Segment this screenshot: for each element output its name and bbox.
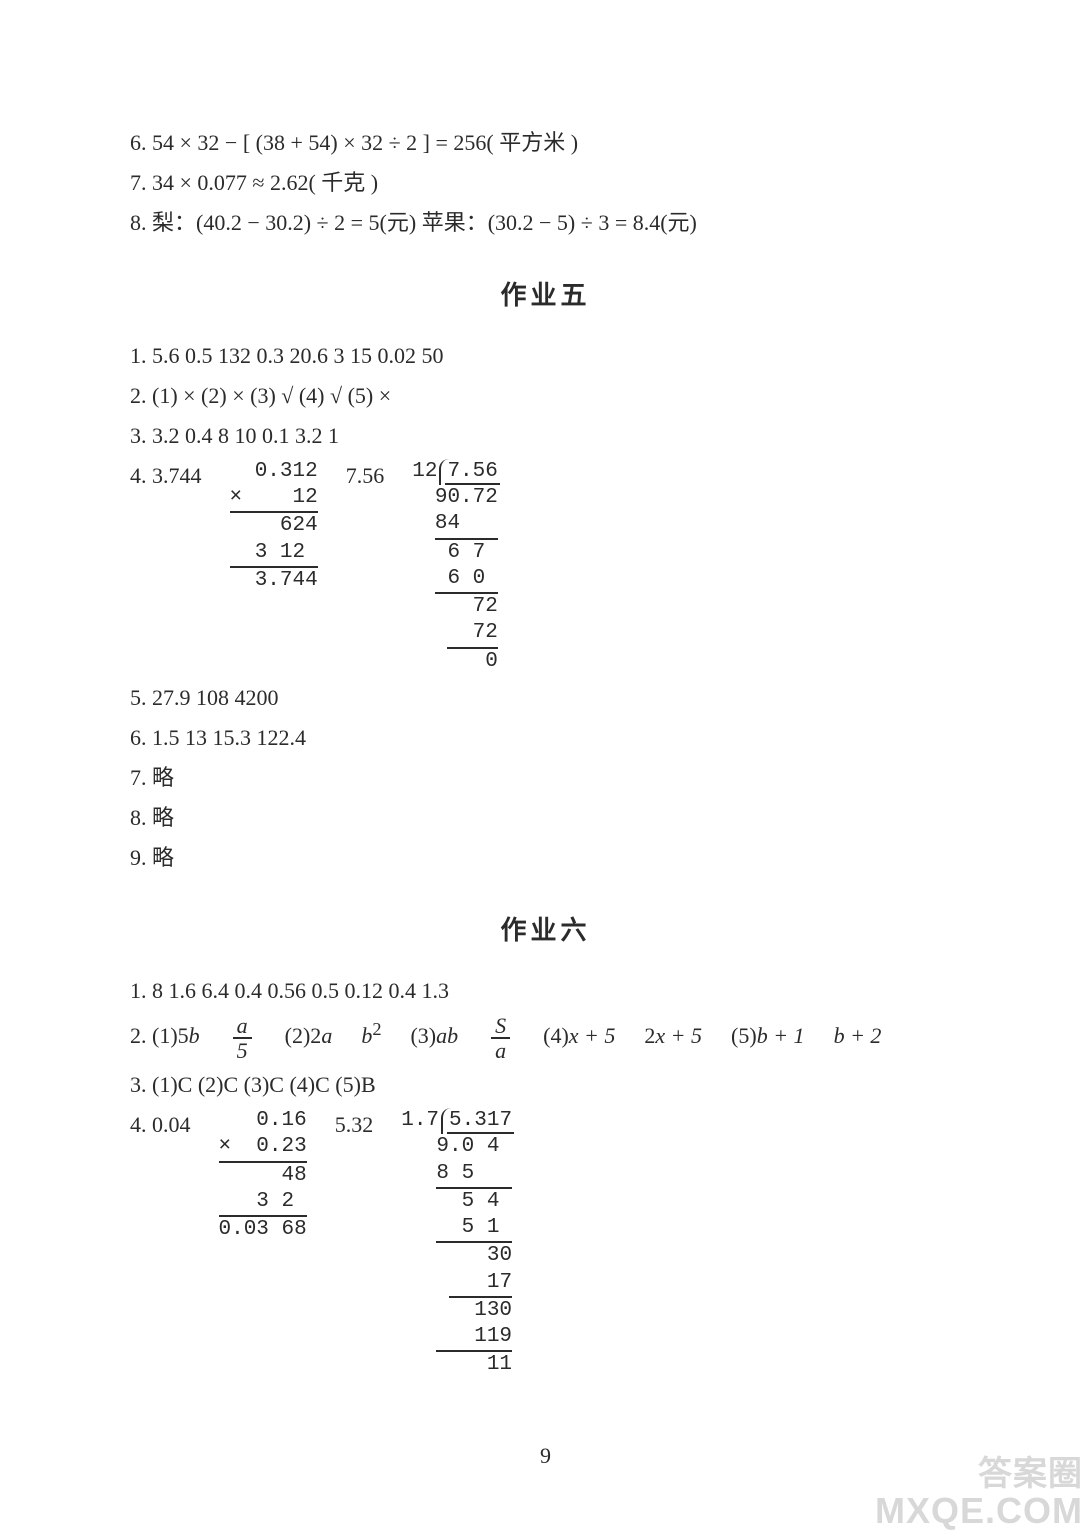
q2-p2: (2)2: [285, 1023, 322, 1048]
page-number: 9: [130, 1439, 961, 1473]
vmul2-mult: × 0.23: [219, 1134, 307, 1162]
q2-bsq: b: [361, 1023, 372, 1048]
watermark: 答案圈 MXQE.COM: [875, 1457, 1083, 1530]
hw6-q4-row: 4. 0.04 0.16 × 0.23 48 3 2 0.03 68 5.32 …: [130, 1108, 961, 1379]
div2-s1: 8 5: [436, 1161, 512, 1189]
q2-p3: (3): [410, 1023, 436, 1048]
hw5-q9: 9. 略: [130, 841, 961, 875]
vmul2-p2: 3 2: [219, 1189, 307, 1217]
div-s2: 6 0: [435, 566, 498, 594]
watermark-cn: 答案圈: [875, 1457, 1083, 1493]
hw5-q6: 6. 1.5 13 15.3 122.4: [130, 721, 961, 755]
hw6-q4-division: 1.7 5.317 9.0 4 8 5 5 4 5 1 30 17 130 11…: [401, 1108, 514, 1379]
hw5-q8: 8. 略: [130, 801, 961, 835]
div2-dividend: 9.0 4: [401, 1134, 514, 1160]
section-title-hw6: 作业六: [130, 911, 961, 951]
div2-quotient: 5.317: [447, 1109, 514, 1134]
hw6-q2: 2. (1)5b a 5 (2)2a b2 (3)ab S a (4)x + 5…: [130, 1014, 961, 1062]
hw6-q4-lead: 4. 0.04: [130, 1108, 191, 1142]
pre-line-6: 6. 54 × 32 − [ (38 + 54) × 32 ÷ 2 ] = 25…: [130, 126, 961, 160]
hw5-q4-lead: 4. 3.744: [130, 459, 202, 493]
div-rem: 0: [412, 649, 500, 675]
div2-divisor: 1.7: [401, 1108, 439, 1134]
q2-bp1: b + 1: [757, 1023, 805, 1048]
q2-b: b: [189, 1023, 200, 1048]
vmul-p2: 3 12: [230, 540, 318, 568]
q2-bp2: b + 2: [834, 1023, 882, 1048]
pre-line-8: 8. 梨：(40.2 − 30.2) ÷ 2 = 5(元) 苹果：(30.2 −…: [130, 206, 961, 240]
q2-frac1-den: 5: [233, 1039, 252, 1062]
pre-line-7: 7. 34 × 0.077 ≈ 2.62( 千克 ): [130, 166, 961, 200]
hw6-q4-divlead: 5.32: [335, 1108, 374, 1142]
q2-frac1: a 5: [233, 1014, 252, 1062]
hw5-q3: 3. 3.2 0.4 8 10 0.1 3.2 1: [130, 419, 961, 453]
q2-frac2: S a: [491, 1014, 510, 1062]
hw5-q5: 5. 27.9 108 4200: [130, 681, 961, 715]
section-title-hw5: 作业五: [130, 276, 961, 316]
q2-xp5: x + 5: [569, 1023, 616, 1048]
div2-s2: 5 1: [436, 1215, 512, 1243]
hw5-q4-row: 4. 3.744 0.312 × 12 624 3 12 3.744 7.56 …: [130, 459, 961, 675]
hw5-q7: 7. 略: [130, 761, 961, 795]
vmul2-p1: 48: [219, 1163, 307, 1189]
q2-frac2-den: a: [491, 1039, 510, 1062]
q2-tx: 2: [644, 1023, 655, 1048]
div-divisor: 12: [412, 459, 437, 485]
div-s1: 84: [435, 511, 498, 539]
hw5-q2: 2. (1) × (2) × (3) √ (4) √ (5) ×: [130, 379, 961, 413]
hw5-q1: 1. 5.6 0.5 132 0.3 20.6 3 15 0.02 50: [130, 339, 961, 373]
q2-ab: ab: [436, 1023, 458, 1048]
div-dividend: 90.72: [412, 485, 500, 511]
hw6-q1: 1. 8 1.6 6.4 0.4 0.56 0.5 0.12 0.4 1.3: [130, 974, 961, 1008]
hw6-q4-multiplication: 0.16 × 0.23 48 3 2 0.03 68: [219, 1108, 307, 1243]
div2-s3: 17: [449, 1270, 512, 1298]
q2-frac2-num: S: [491, 1014, 510, 1039]
vmul-mult: × 12: [230, 485, 318, 513]
div-r1: 6 7: [412, 540, 500, 566]
q2-frac1-num: a: [233, 1014, 252, 1039]
div-r2: 72: [412, 594, 500, 620]
vmul2-top: 0.16: [219, 1108, 307, 1134]
hw5-q4-multiplication: 0.312 × 12 624 3 12 3.744: [230, 459, 318, 594]
vmul-p1: 624: [230, 513, 318, 539]
q2-xp5b: x + 5: [655, 1023, 702, 1048]
div-s3: 72: [447, 620, 497, 648]
div2-r1: 5 4: [401, 1189, 514, 1215]
div2-rem: 11: [401, 1352, 514, 1378]
div2-r2: 30: [401, 1243, 514, 1269]
q2-p4: (4): [543, 1023, 569, 1048]
q2-p0: 2. (1)5: [130, 1023, 189, 1048]
q2-p5: (5): [731, 1023, 757, 1048]
div2-r3: 130: [401, 1298, 514, 1324]
q2-sq: 2: [372, 1019, 381, 1039]
q2-a: a: [321, 1023, 332, 1048]
hw6-q3: 3. (1)C (2)C (3)C (4)C (5)B: [130, 1068, 961, 1102]
hw5-q4-division: 12 7.56 90.72 84 6 7 6 0 72 72 0: [412, 459, 500, 675]
vmul2-ans: 0.03 68: [219, 1217, 307, 1243]
hw5-q4-divlead: 7.56: [346, 459, 385, 493]
page-content: 6. 54 × 32 − [ (38 + 54) × 32 ÷ 2 ] = 25…: [0, 0, 1091, 1533]
vmul-top: 0.312: [230, 459, 318, 485]
div-quotient: 7.56: [445, 460, 499, 485]
vmul-ans: 3.744: [230, 568, 318, 594]
watermark-en: MXQE.COM: [875, 1492, 1083, 1530]
div2-s4: 119: [436, 1324, 512, 1352]
